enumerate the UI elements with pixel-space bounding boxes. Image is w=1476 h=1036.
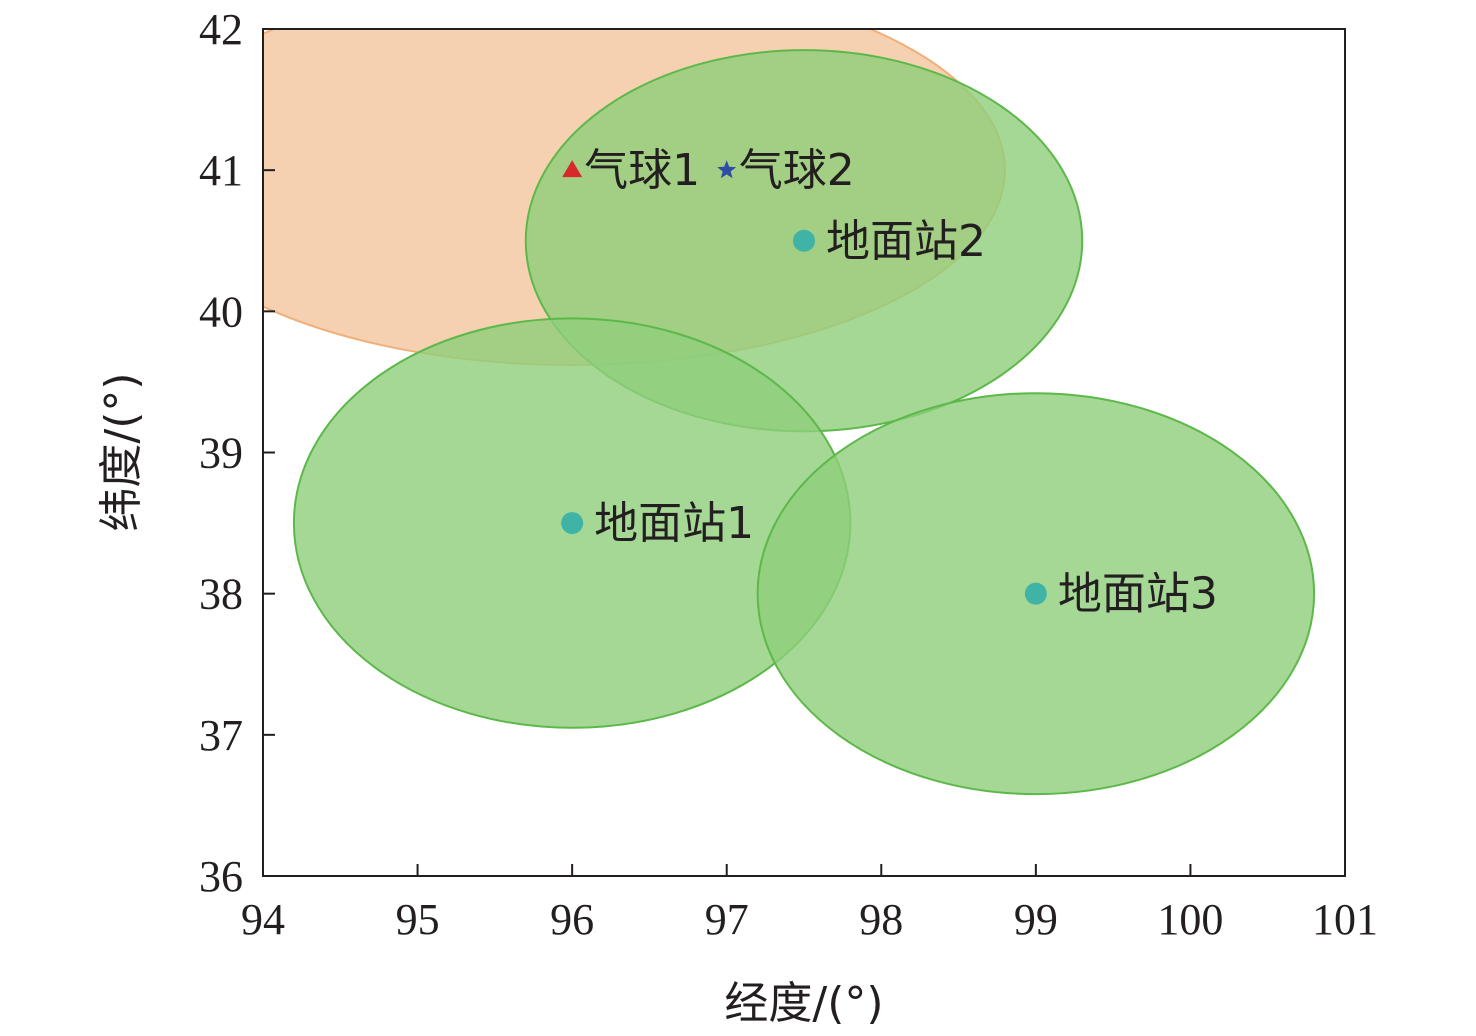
y-axis-label: 纬度/(°): [96, 372, 147, 531]
x-tick-label: 94: [241, 895, 285, 944]
y-tick-label: 38: [199, 570, 243, 619]
x-tick-label: 99: [1014, 895, 1058, 944]
x-tick-label: 98: [859, 895, 903, 944]
point-label: 气球1: [584, 145, 700, 196]
y-tick-label: 39: [199, 429, 243, 478]
point-label: 地面站2: [826, 216, 986, 267]
x-tick-label: 100: [1157, 895, 1223, 944]
point-label: 地面站3: [1058, 569, 1218, 620]
x-tick-label: 95: [396, 895, 440, 944]
point-label: 气球2: [739, 145, 855, 196]
ground-station-marker: [1024, 582, 1047, 605]
y-tick-label: 36: [199, 852, 243, 901]
x-tick-label: 97: [705, 895, 749, 944]
point-label: 地面站1: [594, 498, 754, 549]
x-axis-label: 经度/(°): [724, 978, 883, 1029]
ground-station-marker: [793, 229, 815, 252]
coverage-regions: [263, 29, 1316, 796]
balloon-2-marker: [717, 160, 737, 179]
balloon-1-marker: [562, 160, 583, 178]
x-tick-label: 96: [550, 895, 594, 944]
y-tick-label: 42: [199, 5, 243, 54]
y-tick-label: 37: [199, 711, 243, 760]
y-tick-label: 40: [199, 287, 243, 336]
ground-station-marker: [561, 512, 584, 535]
y-tick-label: 41: [199, 146, 243, 195]
axis-ticks: 94 95 96 97 98 99 100 101 36 37 38 39 40 41 42: [199, 5, 1378, 944]
x-tick-label: 101: [1312, 895, 1378, 944]
data-points: 气球1 气球2 地面站2 地面站1 地面站3: [561, 145, 1218, 620]
